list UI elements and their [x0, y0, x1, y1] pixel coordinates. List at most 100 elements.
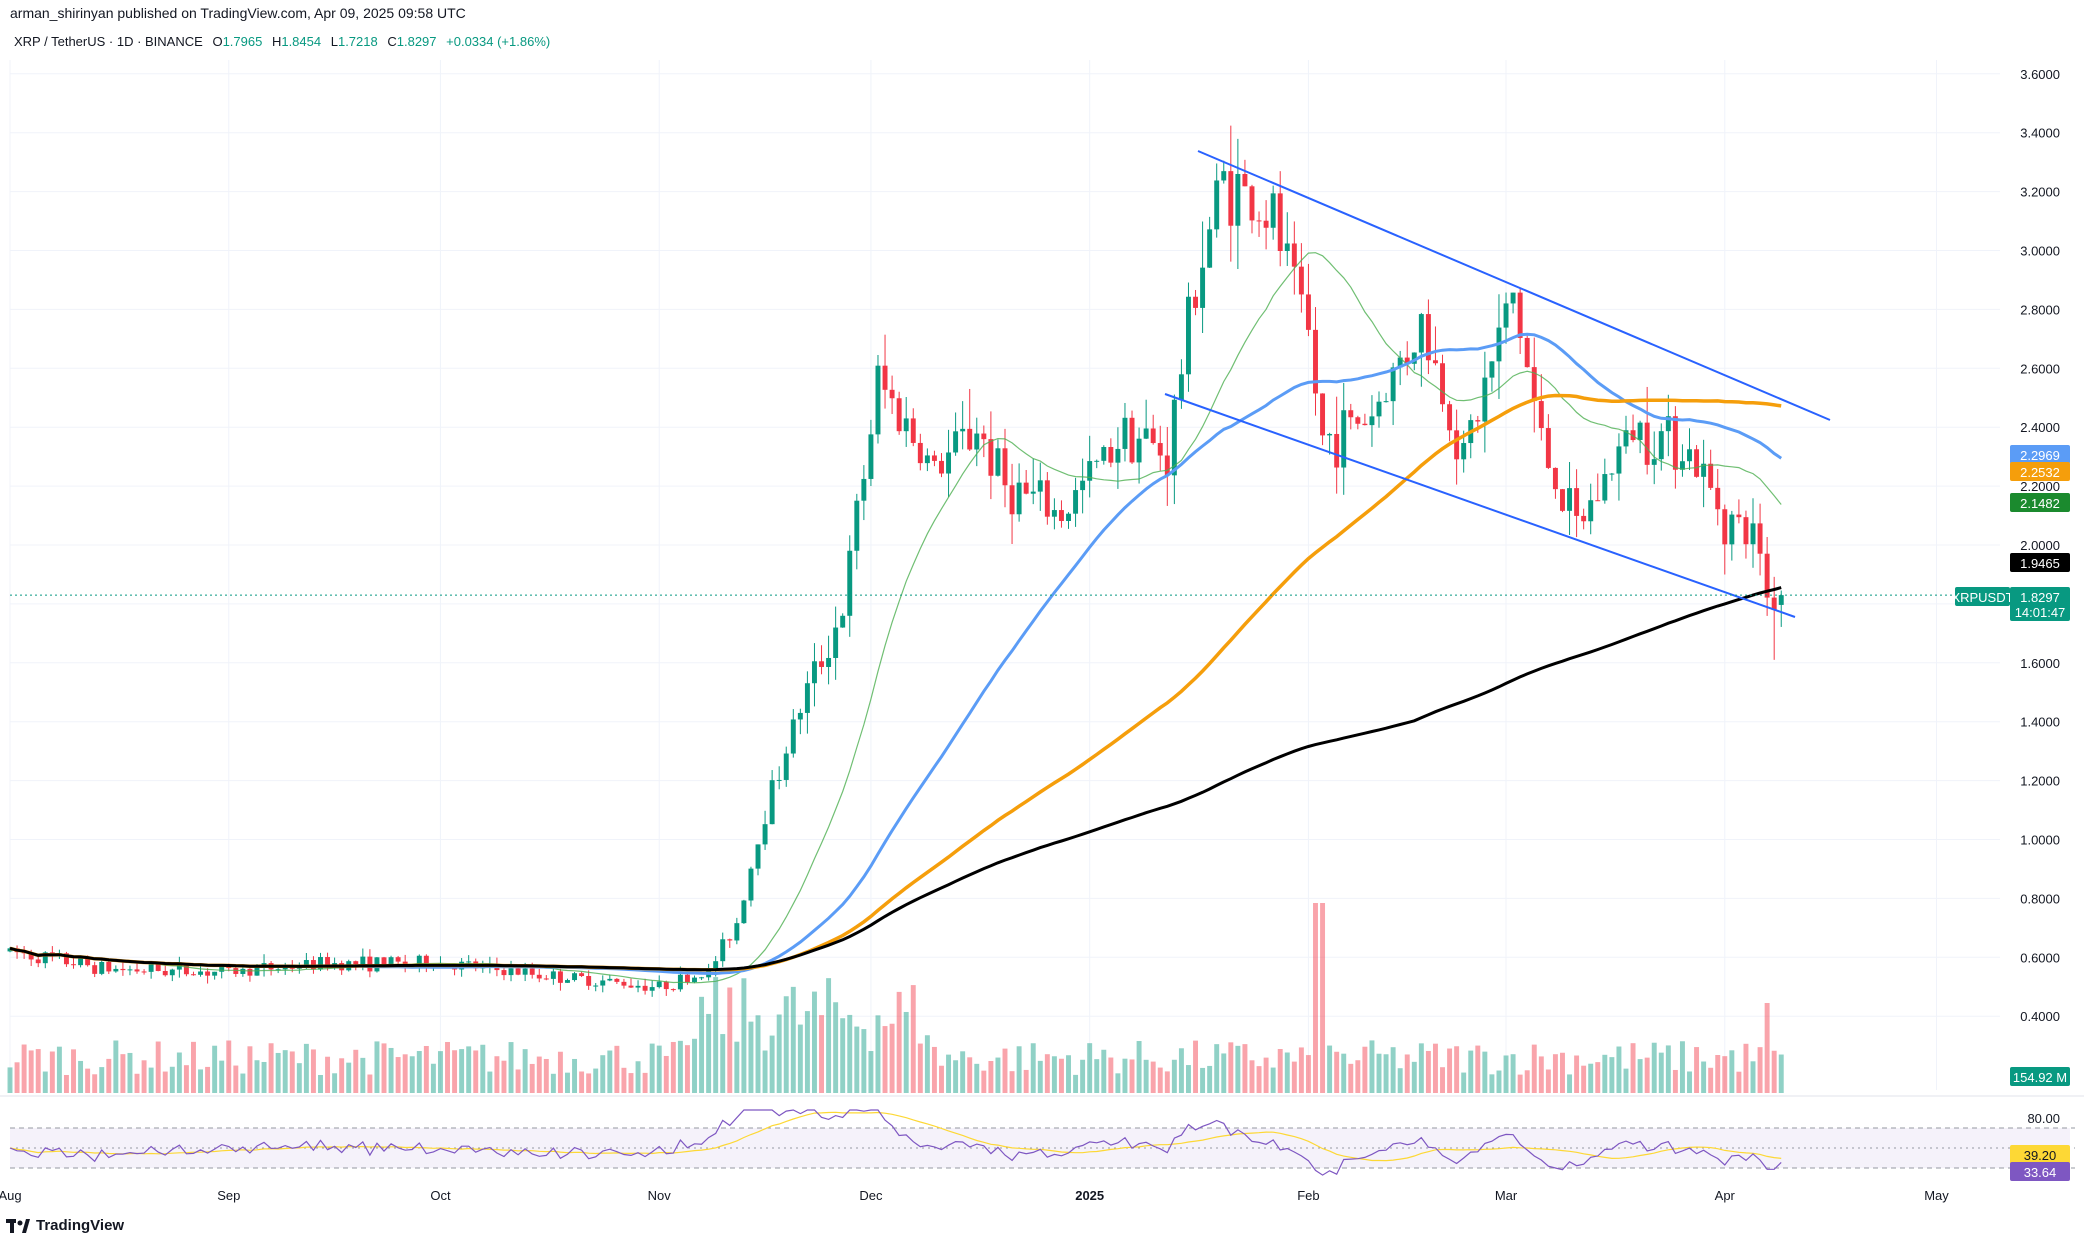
- candle-body: [381, 957, 387, 967]
- candle-body: [713, 961, 719, 969]
- volume-bar: [889, 1023, 895, 1093]
- candle-body: [1009, 485, 1015, 515]
- volume-bar: [42, 1071, 48, 1093]
- volume-bar: [198, 1069, 204, 1093]
- candle-body: [275, 969, 281, 971]
- volume-bar: [628, 1073, 634, 1093]
- candle-body: [1736, 514, 1742, 518]
- candle-body: [1658, 431, 1664, 460]
- volume-bar: [804, 1011, 810, 1093]
- candle-body: [1087, 461, 1093, 481]
- volume-bar: [910, 985, 916, 1093]
- candle-body: [889, 389, 895, 399]
- volume-bar: [1545, 1069, 1551, 1093]
- volume-bar: [1207, 1065, 1213, 1093]
- volume-bar: [1030, 1043, 1036, 1093]
- candle-body: [191, 974, 196, 976]
- volume-bar: [416, 1051, 422, 1093]
- volume-bar: [1447, 1048, 1453, 1093]
- candle-body: [1701, 463, 1707, 477]
- candle-body: [99, 961, 105, 974]
- candle-body: [1214, 180, 1220, 230]
- volume-bar: [1122, 1058, 1128, 1093]
- volume-bar: [946, 1054, 952, 1093]
- candle-body: [1694, 449, 1700, 477]
- candle-body: [776, 779, 782, 781]
- volume-bar: [1157, 1067, 1163, 1093]
- candle-body: [797, 712, 803, 720]
- volume-bar: [395, 1057, 401, 1093]
- candle-body: [628, 985, 634, 988]
- candle-body: [240, 968, 246, 974]
- volume-bar: [212, 1045, 218, 1093]
- volume-bar: [953, 1060, 959, 1093]
- volume-bar: [1016, 1046, 1022, 1093]
- volume-bar: [1722, 1056, 1728, 1093]
- volume-bar: [1757, 1047, 1763, 1093]
- volume-bar: [713, 977, 719, 1093]
- candle-body: [1207, 229, 1213, 268]
- volume-bar: [1051, 1056, 1057, 1093]
- volume-bar: [1418, 1043, 1424, 1093]
- volume-bar: [332, 1073, 338, 1093]
- candle-body: [134, 969, 140, 972]
- volume-bar: [1214, 1044, 1220, 1093]
- volume-badge-bg: [2010, 1067, 2070, 1086]
- volume-bar: [1200, 1067, 1206, 1093]
- volume-bar: [106, 1058, 112, 1093]
- candle-body: [1362, 423, 1368, 426]
- volume-bar: [769, 1035, 775, 1093]
- ma100-badge-bg: [2010, 462, 2070, 481]
- candle-body: [42, 952, 48, 964]
- volume-bar: [1468, 1050, 1474, 1093]
- close-value: 1.8297: [396, 34, 437, 49]
- volume-bar: [367, 1074, 373, 1093]
- change-value: +0.0334 (+1.86%): [446, 34, 551, 49]
- candle-body: [1115, 448, 1121, 463]
- volume-bar: [353, 1049, 359, 1093]
- rsi-value-badge-bg: [2010, 1162, 2070, 1181]
- candle-body: [1277, 193, 1283, 251]
- candle-body: [1157, 443, 1163, 456]
- symbol-title[interactable]: XRP / TetherUS · 1D · BINANCE: [14, 34, 203, 49]
- candle-body: [1030, 491, 1036, 494]
- volume-bar: [1581, 1065, 1587, 1093]
- candle-body: [1348, 410, 1354, 418]
- candle-body: [1602, 474, 1608, 501]
- volume-bar: [388, 1047, 394, 1093]
- candle-body: [106, 961, 112, 972]
- high-value: 1.8454: [281, 34, 322, 49]
- volume-bar: [1552, 1054, 1558, 1093]
- volume-bar: [1475, 1045, 1481, 1093]
- symbol-info-bar: XRP / TetherUS · 1D · BINANCE O1.7965 H1…: [14, 34, 550, 49]
- volume-bar: [924, 1035, 930, 1093]
- volume-bar: [1291, 1061, 1297, 1093]
- candle-body: [917, 442, 923, 464]
- price-tick-label: 3.4000: [2020, 126, 2060, 141]
- ma20-badge: 2.1482: [2020, 496, 2060, 511]
- candle-body: [550, 971, 556, 979]
- candle-body: [1644, 422, 1650, 465]
- volume-bar: [1489, 1074, 1495, 1093]
- candle-body: [1482, 377, 1488, 422]
- candle-body: [1178, 374, 1184, 400]
- candle-body: [1764, 553, 1770, 598]
- volume-bar: [762, 1050, 768, 1093]
- candle-body: [155, 964, 161, 971]
- volume-bar: [1164, 1071, 1170, 1093]
- volume-bar: [790, 986, 796, 1093]
- volume-bar: [1701, 1061, 1707, 1093]
- candle-body: [423, 955, 429, 968]
- tradingview-logo-icon: [6, 1218, 30, 1233]
- volume-bar: [847, 1014, 853, 1093]
- tradingview-logo[interactable]: TradingView: [6, 1217, 124, 1234]
- candle-body: [995, 448, 1001, 476]
- candle-body: [1454, 430, 1460, 460]
- candle-body: [1305, 294, 1311, 330]
- descending-channel: [10, 150, 1955, 618]
- volume-bar: [1383, 1054, 1389, 1093]
- volume-bar: [1630, 1043, 1636, 1093]
- volume-bar: [1023, 1069, 1029, 1093]
- last-price-badge: 1.8297: [2020, 590, 2060, 605]
